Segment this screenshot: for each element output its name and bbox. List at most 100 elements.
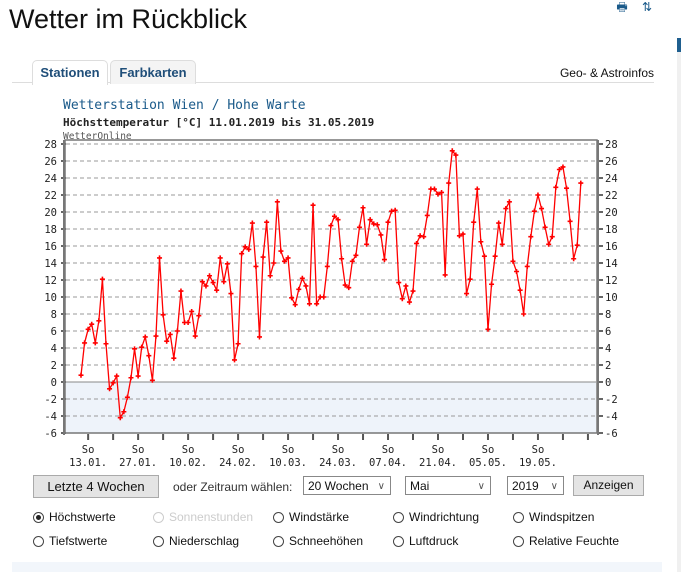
- data-point: [328, 223, 334, 229]
- month-select[interactable]: Mai ∨: [405, 476, 491, 495]
- data-point: [189, 308, 195, 314]
- data-point: [214, 287, 220, 293]
- data-point: [289, 295, 295, 301]
- data-point: [414, 240, 420, 246]
- data-point: [274, 199, 280, 205]
- y-tick-label-left: 16: [44, 241, 57, 253]
- data-point: [199, 279, 205, 285]
- radio-sonnenstunden: Sonnenstunden: [153, 509, 253, 525]
- radio-luftdruck[interactable]: Luftdruck: [393, 533, 458, 549]
- radio-höchstwerte[interactable]: Höchstwerte: [33, 509, 116, 525]
- data-point: [531, 208, 537, 214]
- y-tick-label-left: 28: [44, 139, 57, 151]
- x-tick-weekday: So: [82, 444, 95, 456]
- data-point: [489, 281, 495, 287]
- radio-windstärke[interactable]: Windstärke: [273, 509, 349, 525]
- data-point: [232, 357, 238, 363]
- data-point: [257, 334, 262, 340]
- x-tick-date: 19.05.: [519, 457, 557, 469]
- data-point: [246, 246, 252, 252]
- y-tick-label-right: 14: [605, 258, 618, 270]
- data-point: [99, 276, 105, 282]
- data-point: [239, 251, 245, 257]
- year-select[interactable]: 2019 ∨: [507, 476, 564, 495]
- x-tick-date: 21.04.: [419, 457, 457, 469]
- data-point: [224, 261, 230, 267]
- radio-windspitzen[interactable]: Windspitzen: [513, 509, 594, 525]
- data-point: [303, 283, 309, 289]
- y-tick-label-left: -6: [44, 428, 57, 440]
- data-point: [331, 213, 337, 219]
- data-point: [346, 285, 352, 291]
- radio-schneehöhen[interactable]: Schneehöhen: [273, 533, 363, 549]
- radio-button-icon: [393, 512, 404, 523]
- data-point: [296, 286, 302, 292]
- data-point: [521, 311, 527, 317]
- data-point: [249, 220, 255, 226]
- radio-label: Sonnenstunden: [169, 510, 254, 524]
- radio-windrichtung[interactable]: Windrichtung: [393, 509, 479, 525]
- data-point: [535, 192, 541, 198]
- data-point: [132, 346, 138, 352]
- radio-label: Windspitzen: [529, 510, 595, 524]
- last-4-weeks-button[interactable]: Letzte 4 Wochen: [33, 475, 159, 498]
- x-tick-weekday: So: [232, 444, 245, 456]
- period-label: oder Zeitraum wählen:: [173, 480, 293, 494]
- data-point: [381, 257, 387, 263]
- data-point: [221, 279, 227, 285]
- radio-label: Höchstwerte: [49, 510, 116, 524]
- y-tick-label-right: 6: [605, 326, 611, 338]
- x-tick-date: 27.01.: [119, 457, 157, 469]
- data-point: [446, 180, 452, 186]
- data-point: [542, 224, 548, 230]
- radio-niederschlag[interactable]: Niederschlag: [153, 533, 239, 549]
- radio-label: Windstärke: [289, 510, 350, 524]
- data-point: [546, 241, 552, 247]
- data-point: [439, 189, 445, 195]
- data-point: [378, 232, 384, 238]
- data-point: [528, 234, 534, 240]
- data-point: [164, 338, 170, 344]
- y-tick-label-right: 16: [605, 241, 618, 253]
- radio-relative-feuchte[interactable]: Relative Feuchte: [513, 533, 619, 549]
- x-tick-weekday: So: [332, 444, 345, 456]
- data-point: [253, 263, 259, 269]
- data-point: [264, 219, 270, 225]
- weeks-select[interactable]: 20 Wochen ∨: [303, 476, 391, 495]
- y-tick-label-left: 20: [44, 207, 57, 219]
- data-point: [410, 288, 416, 294]
- data-point: [210, 280, 216, 286]
- y-tick-label-right: 8: [605, 309, 611, 321]
- y-tick-label-right: 18: [605, 224, 618, 236]
- show-button[interactable]: Anzeigen: [573, 475, 644, 496]
- data-point: [524, 263, 530, 269]
- data-point: [485, 326, 491, 332]
- data-point: [89, 321, 95, 327]
- data-point: [356, 224, 362, 230]
- data-point: [314, 301, 320, 307]
- data-point: [556, 167, 562, 172]
- radio-tiefstwerte[interactable]: Tiefstwerte: [33, 533, 107, 549]
- y-tick-label-right: -6: [605, 428, 618, 440]
- data-point: [571, 256, 577, 262]
- chevron-down-icon: ∨: [377, 481, 385, 492]
- tab-stationen[interactable]: Stationen: [32, 60, 108, 85]
- tab-farbkarten[interactable]: Farbkarten: [110, 60, 196, 84]
- radio-button-icon: [393, 536, 404, 547]
- chart-subtitle: Höchsttemperatur [°C] 11.01.2019 bis 31.…: [63, 116, 374, 129]
- data-point: [506, 199, 512, 205]
- refresh-icon[interactable]: ⇅: [641, 0, 653, 14]
- data-point: [196, 313, 202, 319]
- print-icon[interactable]: 🖶: [616, 0, 628, 14]
- data-point: [85, 326, 91, 332]
- data-point: [267, 273, 273, 279]
- data-point: [157, 255, 163, 261]
- data-point: [471, 219, 477, 225]
- radio-button-icon: [153, 536, 164, 547]
- y-tick-label-left: 12: [44, 275, 57, 287]
- data-point: [139, 344, 145, 350]
- y-tick-label-left: 26: [44, 156, 57, 168]
- radio-label: Relative Feuchte: [529, 534, 620, 548]
- data-point: [396, 280, 402, 286]
- geo-astroinfos-link[interactable]: Geo- & Astroinfos: [559, 66, 654, 80]
